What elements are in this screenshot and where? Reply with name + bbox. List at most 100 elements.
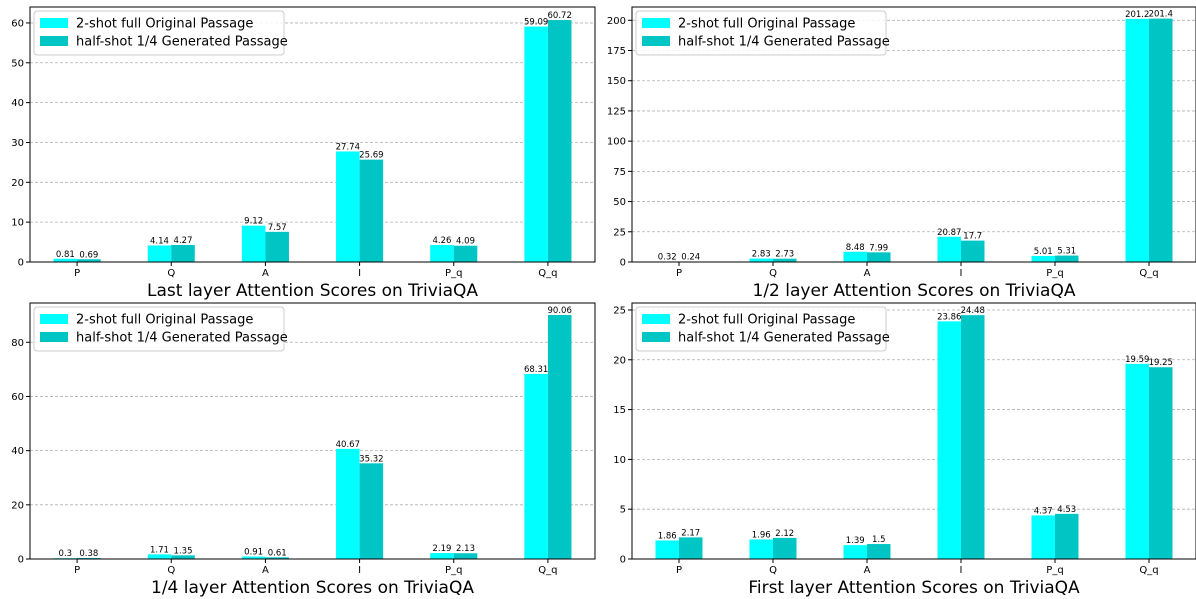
data-label: 7.99: [869, 243, 888, 253]
bar: [430, 553, 454, 559]
legend: 2-shot full Original Passage half-shot 1/…: [33, 10, 288, 56]
legend-entry: half-shot 1/4 Generated Passage: [76, 35, 288, 50]
bar: [171, 555, 195, 559]
data-label: 19.59: [1125, 355, 1149, 365]
y-tick-label: 25: [613, 227, 626, 238]
y-tick-label: 0: [18, 555, 24, 566]
axes-frame: [29, 6, 596, 263]
x-tick-label: P_q: [1046, 565, 1063, 576]
y-tick-label: 0: [620, 555, 626, 566]
data-label: 1.5: [872, 535, 886, 545]
bar: [1031, 255, 1055, 262]
data-label: 1.96: [752, 530, 771, 540]
y-tick-label: 60: [11, 392, 24, 403]
bar: [53, 258, 78, 262]
data-label: 201.2: [1125, 10, 1149, 20]
legend: 2-shot full Original Passage half-shot 1/…: [33, 306, 288, 352]
x-tick-label: Q_q: [1139, 565, 1158, 576]
data-label: 5.01: [1034, 247, 1053, 257]
data-label: 1.39: [846, 536, 865, 546]
bar: [1055, 513, 1079, 559]
bar: [961, 240, 985, 262]
data-label: 2.19: [433, 544, 452, 554]
data-label: 0.24: [681, 253, 700, 263]
bar: [773, 258, 797, 262]
x-tick-label: P: [74, 268, 80, 279]
bar: [453, 245, 478, 262]
chart-title: First layer Attention Scores on TriviaQA: [748, 578, 1080, 598]
legend-box: [635, 306, 887, 352]
x-tick-label: A: [262, 268, 269, 279]
y-tick-label: 150: [607, 76, 626, 87]
y-tick-label: 10: [613, 455, 626, 466]
x-tick-label: Q: [769, 565, 777, 576]
data-label: 5.31: [1057, 247, 1076, 257]
bar: [265, 231, 289, 262]
data-label: 4.26: [433, 236, 452, 246]
y-tick-label: 25: [613, 305, 626, 316]
bar: [171, 244, 195, 262]
legend-entry: 2-shot full Original Passage: [76, 17, 253, 32]
legend-entry: half-shot 1/4 Generated Passage: [76, 331, 288, 346]
legend-swatch: [642, 314, 670, 324]
bar: [867, 252, 891, 262]
data-label: 0.3: [59, 549, 73, 559]
bar: [773, 537, 797, 559]
bar: [843, 545, 867, 559]
data-label: 19.25: [1149, 358, 1173, 368]
bar: [336, 151, 360, 262]
data-label: 1.35: [174, 546, 193, 556]
data-label: 20.87: [937, 228, 961, 238]
y-tick-label: 60: [11, 18, 24, 29]
data-label: 23.86: [937, 312, 961, 322]
y-tick-label: 75: [613, 167, 626, 178]
data-label: 27.74: [336, 142, 360, 152]
chart-panel: 0.81 4.14 9.12 27.74 4.26 59.09 0.69 4.27 7.57 25…: [11, 6, 596, 301]
x-tick-label: Q_q: [538, 565, 557, 576]
chart-title: 1/2 layer Attention Scores on TriviaQA: [753, 281, 1076, 301]
x-tick-label: Q_q: [1139, 268, 1158, 279]
bar: [336, 448, 360, 559]
data-label: 0.91: [244, 548, 263, 558]
data-label: 24.48: [961, 306, 985, 316]
bar: [241, 225, 266, 262]
chart-panel: 0.32 2.83 8.48 20.87 5.01 201.2 0.24 2.73 7.99 17…: [607, 6, 1196, 301]
bar: [524, 26, 548, 263]
y-tick-label: 10: [11, 218, 24, 229]
data-label: 1.71: [150, 545, 169, 555]
y-tick-label: 125: [607, 106, 626, 117]
data-label: 2.83: [752, 250, 771, 260]
data-label: 4.27: [174, 236, 193, 246]
axes-frame: [631, 302, 1196, 560]
bar: [241, 556, 266, 559]
x-tick-label: I: [358, 565, 361, 576]
x-tick-label: A: [864, 268, 871, 279]
bar: [453, 553, 478, 559]
y-tick-label: 0: [620, 258, 626, 269]
legend-swatch: [642, 36, 670, 46]
axes-frame: [29, 302, 596, 560]
bar: [359, 463, 384, 559]
bar: [1125, 363, 1149, 559]
legend-swatch: [40, 36, 68, 46]
legend-swatch: [40, 332, 68, 342]
bar: [655, 540, 679, 559]
data-label: 0.38: [79, 549, 98, 559]
data-label: 201.4: [1149, 10, 1173, 20]
bar: [359, 159, 384, 262]
bar: [679, 537, 703, 559]
axes-frame: [631, 6, 1196, 263]
data-label: 9.12: [244, 217, 263, 227]
x-tick-label: Q: [167, 565, 175, 576]
chart-panel: 1.86 1.96 1.39 23.86 4.37 19.59 2.17 2.12 1.5 24.…: [613, 302, 1196, 598]
legend-box: [635, 10, 887, 56]
data-label: 4.37: [1034, 506, 1053, 516]
y-tick-label: 50: [613, 197, 626, 208]
y-tick-label: 0: [18, 258, 24, 269]
y-tick-label: 20: [613, 355, 626, 366]
data-label: 2.17: [681, 528, 700, 538]
x-tick-label: P: [676, 565, 682, 576]
y-tick-label: 175: [607, 46, 626, 57]
y-tick-label: 80: [11, 338, 24, 349]
legend-entry: 2-shot full Original Passage: [678, 313, 855, 328]
